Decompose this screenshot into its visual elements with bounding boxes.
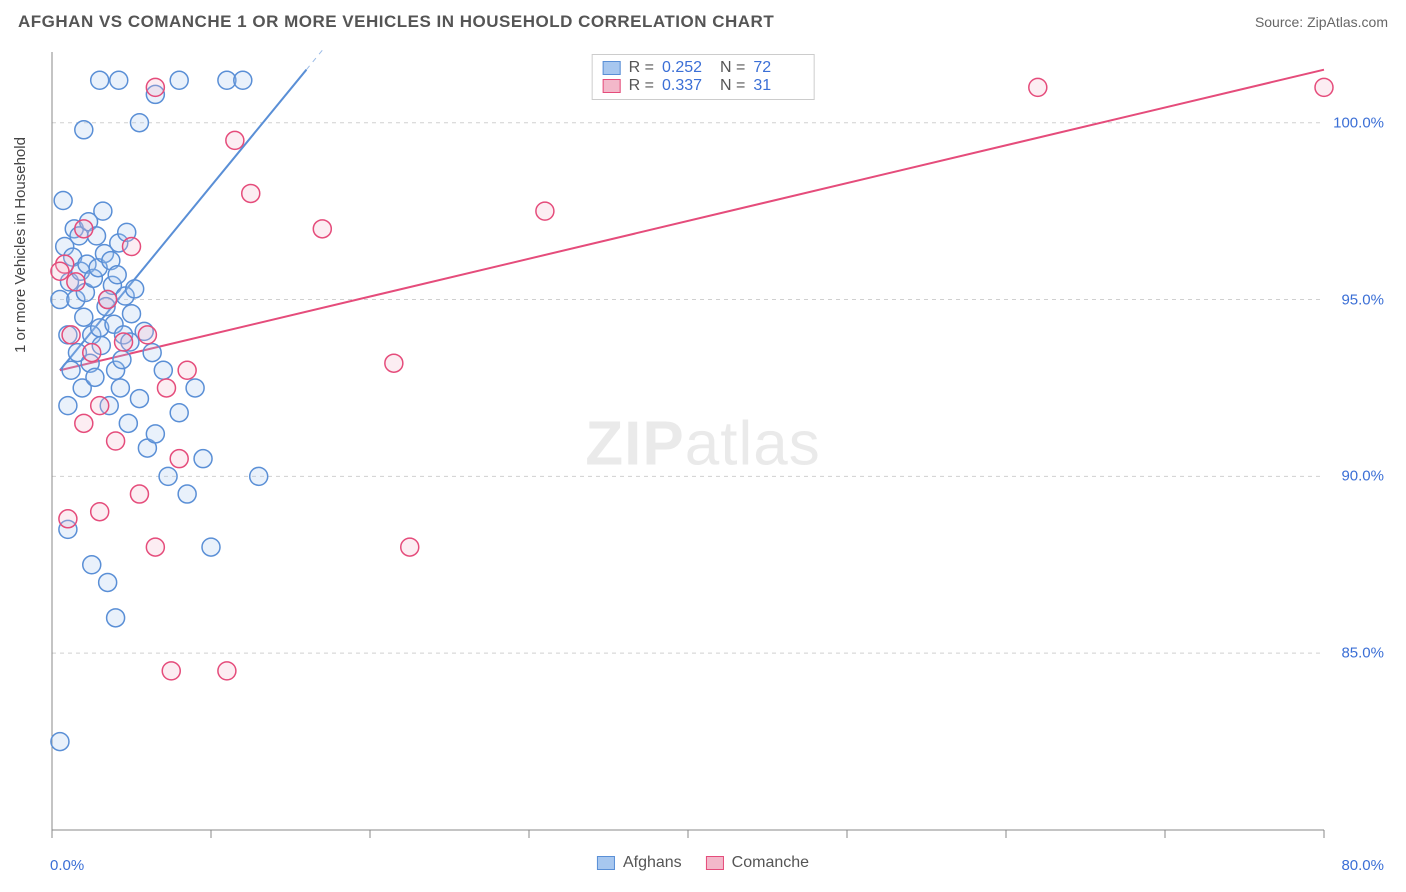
source-label: Source: ZipAtlas.com bbox=[1255, 14, 1388, 30]
series-legend: Afghans Comanche bbox=[597, 854, 809, 872]
legend-n-label: N = bbox=[720, 59, 745, 77]
legend-r-value: 0.337 bbox=[662, 77, 712, 95]
legend-n-label: N = bbox=[720, 77, 745, 95]
legend-swatch bbox=[603, 79, 621, 93]
y-tick-label: 95.0% bbox=[1341, 291, 1384, 308]
legend-series-item: Comanche bbox=[706, 854, 809, 872]
x-axis-max-label: 80.0% bbox=[1341, 857, 1384, 874]
legend-swatch bbox=[597, 856, 615, 870]
correlation-legend: R = 0.252 N = 72 R = 0.337 N = 31 bbox=[592, 54, 815, 100]
legend-series-name: Comanche bbox=[732, 854, 809, 872]
legend-r-label: R = bbox=[629, 77, 654, 95]
legend-n-value: 31 bbox=[753, 77, 803, 95]
y-tick-label: 90.0% bbox=[1341, 468, 1384, 485]
legend-stat-row: R = 0.337 N = 31 bbox=[603, 77, 804, 95]
legend-r-label: R = bbox=[629, 59, 654, 77]
legend-series-name: Afghans bbox=[623, 854, 682, 872]
legend-swatch bbox=[706, 856, 724, 870]
scatter-chart bbox=[18, 48, 1388, 874]
legend-series-item: Afghans bbox=[597, 854, 682, 872]
y-tick-label: 100.0% bbox=[1333, 114, 1384, 131]
legend-n-value: 72 bbox=[753, 59, 803, 77]
chart-area: 1 or more Vehicles in Household ZIPatlas… bbox=[18, 48, 1388, 874]
legend-stat-row: R = 0.252 N = 72 bbox=[603, 59, 804, 77]
legend-r-value: 0.252 bbox=[662, 59, 712, 77]
y-tick-label: 85.0% bbox=[1341, 645, 1384, 662]
x-axis-min-label: 0.0% bbox=[50, 857, 84, 874]
chart-title: AFGHAN VS COMANCHE 1 OR MORE VEHICLES IN… bbox=[18, 12, 774, 32]
y-axis-label: 1 or more Vehicles in Household bbox=[12, 137, 29, 353]
legend-swatch bbox=[603, 61, 621, 75]
